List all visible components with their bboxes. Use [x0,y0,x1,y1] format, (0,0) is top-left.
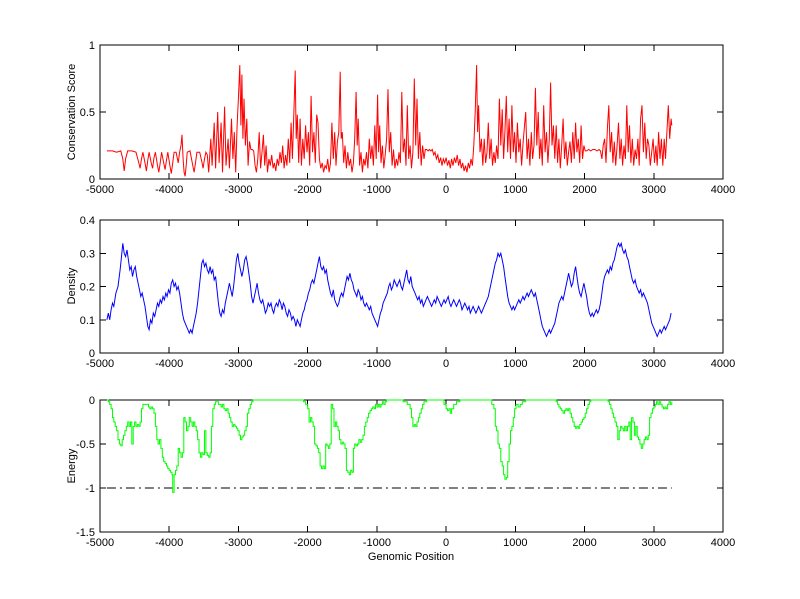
x-tick-label: -2000 [294,184,322,196]
axes-frame [99,399,724,533]
x-tick-label: 4000 [711,537,735,549]
y-tick-label: 0 [89,348,95,360]
subplot-energy: -5000 -4000 -3000 -2000 -1000 0 1000 2000 3000 40… [76,395,735,549]
y-tick-label: 0.2 [80,282,95,294]
y-tick-label: 0.1 [80,315,95,327]
x-tick-label: 1000 [503,358,527,370]
y-tick-label: 0.4 [80,215,95,227]
y-tick-label: 0 [89,174,95,186]
x-tick-label: -5000 [86,184,114,196]
x-tick-label: 0 [443,358,449,370]
y-tick-label: -0.5 [76,439,95,451]
subplot-conservation: -5000 -4000 -3000 -2000 -1000 0 1000 2000 3000 40… [80,40,736,196]
x-tick-label: 4000 [711,358,735,370]
x-tick-label: 4000 [711,184,735,196]
x-tick-label: 3000 [642,358,666,370]
x-tick-label: 2000 [572,358,596,370]
x-tick-label: -2000 [294,537,322,549]
x-tick-label: -4000 [155,184,183,196]
y-tick-label: 1 [89,40,95,52]
x-tick-label: -1000 [363,537,391,549]
y-tick-label: -1.5 [76,527,95,539]
x-tick-label: -4000 [155,537,183,549]
x-tick-label: -5000 [86,358,114,370]
x-tick-label: 1000 [503,537,527,549]
y-tick-label: -1 [85,483,95,495]
x-tick-label: 2000 [572,537,596,549]
axes-frame [99,219,724,354]
axes-frame [99,44,724,180]
y-tick-label: 0.5 [80,107,95,119]
y-axis-label-conservation-score: Conservation Score [66,63,78,161]
x-tick-label: 2000 [572,184,596,196]
x-tick-label: -3000 [224,184,252,196]
x-tick-label: 3000 [642,537,666,549]
x-tick-label: 3000 [642,184,666,196]
x-axis-label-genomic-position: Genomic Position [367,551,455,563]
x-tick-label: -3000 [224,537,252,549]
y-axis-label-energy: Energy [66,448,78,484]
x-tick-label: -2000 [294,358,322,370]
energy-series-line [106,399,673,493]
x-tick-label: 0 [443,537,449,549]
x-tick-label: 0 [443,184,449,196]
x-tick-label: -3000 [224,358,252,370]
x-tick-label: 1000 [503,184,527,196]
density-series-line [106,241,672,338]
x-tick-label: -1000 [363,358,391,370]
x-tick-label: -4000 [155,358,183,370]
conservation-series-line [106,65,673,177]
subplot-density: -5000 -4000 -3000 -2000 -1000 0 1000 2000 3000 40… [80,215,736,370]
y-axis-label-density: Density [66,267,78,305]
y-tick-label: 0 [89,395,95,407]
x-tick-label: -5000 [86,537,114,549]
x-tick-label: -1000 [363,184,391,196]
y-tick-label: 0.3 [80,248,95,260]
